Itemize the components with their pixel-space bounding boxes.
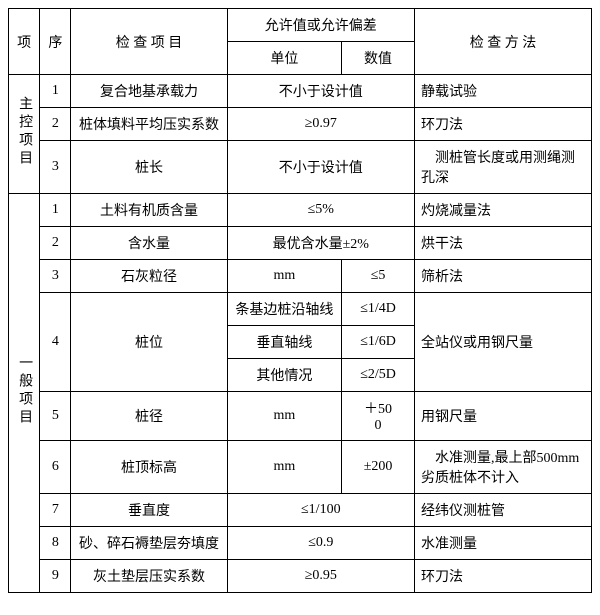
cell-seq: 9: [40, 560, 71, 593]
group-main-label: 主控项目: [14, 96, 34, 168]
cell-item: 石灰粒径: [71, 260, 227, 293]
inspection-table: 项 序 检 查 项 目 允许值或允许偏差 检 查 方 法 单位 数值 主控项目 …: [8, 8, 592, 593]
cell-unit: 条基边桩沿轴线: [227, 293, 342, 326]
cell-unit: mm: [227, 392, 342, 441]
cell-tol: ≥0.97: [227, 108, 414, 141]
hdr-tolerance: 允许值或允许偏差: [227, 9, 414, 42]
cell-value: ±200: [342, 441, 415, 494]
main-row: 主控项目 1 复合地基承载力 不小于设计值 静载试验: [9, 75, 592, 108]
hdr-unit: 单位: [227, 42, 342, 75]
cell-tol: ≤1/100: [227, 494, 414, 527]
main-row: 2 桩体填料平均压实系数 ≥0.97 环刀法: [9, 108, 592, 141]
cell-method: 经纬仪测桩管: [414, 494, 591, 527]
cell-seq: 3: [40, 141, 71, 194]
group-main: 主控项目: [9, 75, 40, 194]
cell-item: 砂、碎石褥垫层夯填度: [71, 527, 227, 560]
cell-unit: 垂直轴线: [227, 326, 342, 359]
cell-tol: ≤5%: [227, 194, 414, 227]
cell-seq: 2: [40, 108, 71, 141]
cell-method: 灼烧减量法: [414, 194, 591, 227]
hdr-item: 检 查 项 目: [71, 9, 227, 75]
cell-seq: 1: [40, 75, 71, 108]
cell-seq: 1: [40, 194, 71, 227]
cell-method: 用钢尺量: [414, 392, 591, 441]
cell-method: 筛析法: [414, 260, 591, 293]
hdr-category: 项: [9, 9, 40, 75]
cell-unit: mm: [227, 260, 342, 293]
cell-seq: 2: [40, 227, 71, 260]
cell-method: 环刀法: [414, 108, 591, 141]
cell-method: 全站仪或用钢尺量: [414, 293, 591, 392]
cell-tol: 不小于设计值: [227, 141, 414, 194]
cell-unit: 其他情况: [227, 359, 342, 392]
hdr-method: 检 查 方 法: [414, 9, 591, 75]
cell-method: 水准测量,最上部500mm劣质桩体不计入: [414, 441, 591, 494]
cell-method: 测桩管长度或用测绳测孔深: [414, 141, 591, 194]
cell-seq: 7: [40, 494, 71, 527]
gen-row: 6 桩顶标高 mm ±200 水准测量,最上部500mm劣质桩体不计入: [9, 441, 592, 494]
cell-value: ≤1/6D: [342, 326, 415, 359]
cell-unit: mm: [227, 441, 342, 494]
gen-row: 4 桩位 条基边桩沿轴线 ≤1/4D 全站仪或用钢尺量: [9, 293, 592, 326]
hdr-seq: 序: [40, 9, 71, 75]
gen-row: 3 石灰粒径 mm ≤5 筛析法: [9, 260, 592, 293]
cell-value: ≤5: [342, 260, 415, 293]
cell-seq: 8: [40, 527, 71, 560]
gen-row: 5 桩径 mm ＋50 0 用钢尺量: [9, 392, 592, 441]
cell-method: 水准测量: [414, 527, 591, 560]
cell-item: 含水量: [71, 227, 227, 260]
cell-value: ＋50 0: [342, 392, 415, 441]
gen-row: 一般项目 1 土料有机质含量 ≤5% 灼烧减量法: [9, 194, 592, 227]
gen-row: 9 灰土垫层压实系数 ≥0.95 环刀法: [9, 560, 592, 593]
cell-method: 环刀法: [414, 560, 591, 593]
cell-tol: 不小于设计值: [227, 75, 414, 108]
group-general-label: 一般项目: [14, 355, 34, 427]
cell-seq: 5: [40, 392, 71, 441]
cell-tol: 最优含水量±2%: [227, 227, 414, 260]
hdr-value: 数值: [342, 42, 415, 75]
cell-item: 桩顶标高: [71, 441, 227, 494]
cell-item: 桩长: [71, 141, 227, 194]
cell-item: 灰土垫层压实系数: [71, 560, 227, 593]
cell-item: 桩径: [71, 392, 227, 441]
gen-row: 2 含水量 最优含水量±2% 烘干法: [9, 227, 592, 260]
cell-method: 烘干法: [414, 227, 591, 260]
cell-item: 桩位: [71, 293, 227, 392]
cell-seq: 4: [40, 293, 71, 392]
cell-seq: 6: [40, 441, 71, 494]
cell-value: ≤2/5D: [342, 359, 415, 392]
main-row: 3 桩长 不小于设计值 测桩管长度或用测绳测孔深: [9, 141, 592, 194]
cell-item: 垂直度: [71, 494, 227, 527]
cell-value: ≤1/4D: [342, 293, 415, 326]
cell-item: 土料有机质含量: [71, 194, 227, 227]
gen-row: 8 砂、碎石褥垫层夯填度 ≤0.9 水准测量: [9, 527, 592, 560]
header-row-1: 项 序 检 查 项 目 允许值或允许偏差 检 查 方 法: [9, 9, 592, 42]
cell-tol: ≤0.9: [227, 527, 414, 560]
gen-row: 7 垂直度 ≤1/100 经纬仪测桩管: [9, 494, 592, 527]
cell-method: 静载试验: [414, 75, 591, 108]
cell-seq: 3: [40, 260, 71, 293]
cell-item: 复合地基承载力: [71, 75, 227, 108]
cell-item: 桩体填料平均压实系数: [71, 108, 227, 141]
group-general: 一般项目: [9, 194, 40, 593]
cell-tol: ≥0.95: [227, 560, 414, 593]
